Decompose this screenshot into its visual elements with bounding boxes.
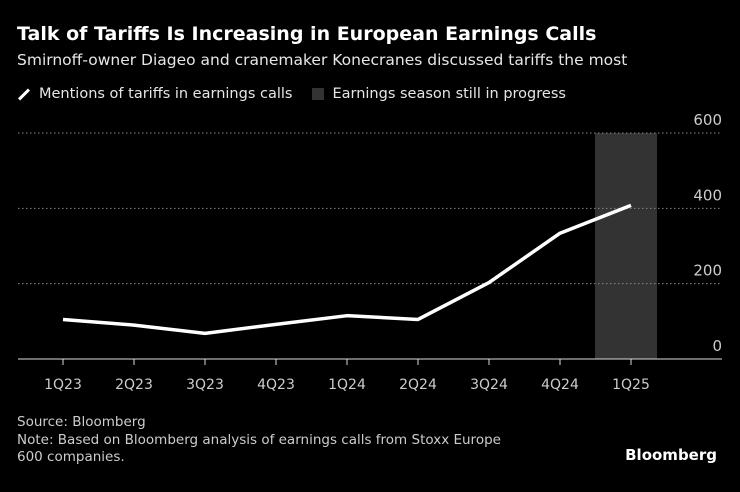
source-note: Source: Bloomberg: [17, 414, 146, 430]
y-tick-label: 400: [693, 186, 722, 204]
x-tick-label: 3Q23: [186, 377, 224, 393]
y-tick-label: 200: [693, 262, 722, 280]
chart-title: Talk of Tariffs Is Increasing in Europea…: [17, 23, 597, 45]
series-line: [62, 203, 632, 336]
legend-shade-label: Earnings season still in progress: [332, 86, 566, 102]
x-tick-label: 4Q23: [257, 377, 295, 393]
legend-series-label: Mentions of tariffs in earnings calls: [39, 86, 293, 102]
x-tick-label: 2Q23: [115, 377, 153, 393]
x-tick-label: 3Q24: [470, 377, 508, 393]
footnote-line1: Note: Based on Bloomberg analysis of ear…: [17, 432, 501, 448]
x-tick-label: 1Q24: [328, 377, 366, 393]
x-tick-label: 1Q25: [612, 377, 650, 393]
legend: Mentions of tariffs in earnings calls Ea…: [17, 86, 566, 102]
legend-shade-swatch: [312, 88, 325, 100]
x-tick-label: 1Q23: [44, 377, 82, 393]
shaded-region: [595, 133, 657, 359]
footnote-line2: 600 companies.: [17, 449, 125, 465]
x-tick-label: 2Q24: [399, 377, 437, 393]
y-tick-label: 0: [712, 337, 722, 355]
bloomberg-logo: Bloomberg: [625, 446, 717, 464]
x-tick-label: 4Q24: [541, 377, 579, 393]
chart-subtitle: Smirnoff-owner Diageo and cranemaker Kon…: [17, 51, 628, 69]
y-tick-label: 600: [693, 111, 722, 129]
